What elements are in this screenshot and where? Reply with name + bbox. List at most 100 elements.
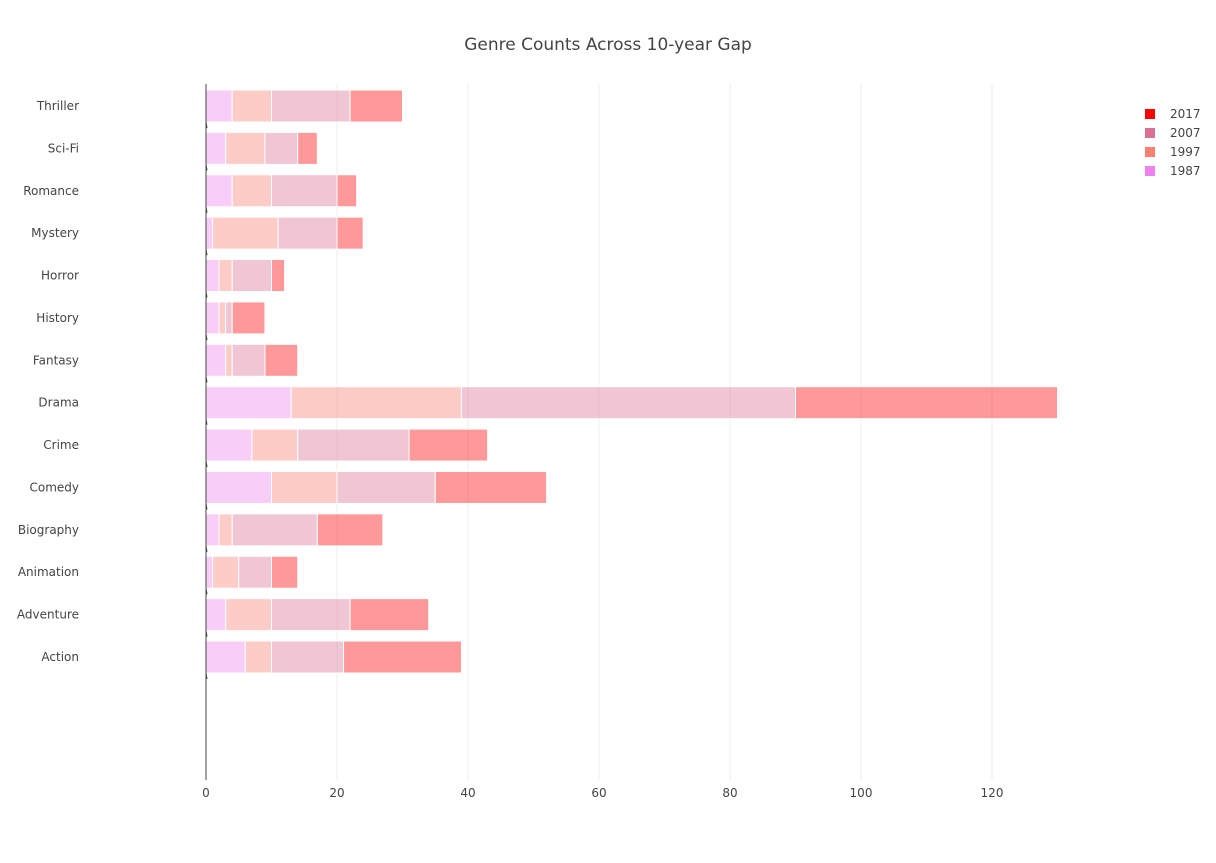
bar-crime-1997 bbox=[251, 428, 299, 462]
legend-swatch-2007[interactable] bbox=[1145, 128, 1155, 138]
category-label: Horror bbox=[41, 269, 79, 283]
category-tick bbox=[205, 249, 208, 256]
category-label: Action bbox=[41, 650, 79, 664]
bar-mystery-1987 bbox=[205, 216, 214, 250]
bar-animation-2017 bbox=[271, 555, 299, 589]
category-tick bbox=[205, 460, 208, 468]
bar-adventure-1997 bbox=[225, 598, 272, 632]
category-tick bbox=[205, 545, 208, 552]
category-tick bbox=[205, 164, 208, 171]
bar-series bbox=[205, 89, 1058, 674]
bar-animation-1997 bbox=[212, 555, 240, 589]
bar-horror-1997 bbox=[218, 259, 233, 293]
category-label: Romance bbox=[23, 184, 79, 198]
category-label: Biography bbox=[18, 523, 79, 537]
bar-horror-2017 bbox=[271, 259, 286, 293]
axes: Action Adventure Animation Biography Comedy C… bbox=[17, 84, 1003, 800]
bar-horror-1987 bbox=[205, 259, 220, 293]
legend-swatch-1997[interactable] bbox=[1145, 147, 1155, 157]
x-tick-label: 100 bbox=[850, 786, 873, 800]
category-tick bbox=[205, 121, 208, 129]
bar-romance-1997 bbox=[231, 174, 272, 208]
bar-history-1997 bbox=[218, 301, 227, 335]
bar-sci-fi-2007 bbox=[264, 131, 299, 165]
category-label: Comedy bbox=[29, 480, 79, 494]
bar-mystery-1997 bbox=[212, 216, 279, 250]
bar-biography-2007 bbox=[231, 513, 318, 547]
bar-thriller-2017 bbox=[349, 89, 404, 123]
bar-crime-2017 bbox=[408, 428, 489, 462]
bar-romance-2007 bbox=[271, 174, 338, 208]
bar-animation-2007 bbox=[238, 555, 272, 589]
category-tick bbox=[205, 672, 208, 680]
x-tick-label: 60 bbox=[591, 786, 606, 800]
legend-label-1987[interactable]: 1987 bbox=[1170, 164, 1201, 178]
bar-fantasy-1997 bbox=[225, 343, 233, 377]
legend[interactable]: 2017 2007 1997 1987 bbox=[1145, 107, 1201, 178]
bar-fantasy-1987 bbox=[205, 343, 227, 377]
bar-adventure-1987 bbox=[205, 598, 227, 632]
bar-history-2007 bbox=[225, 301, 233, 335]
bar-action-2007 bbox=[271, 640, 345, 674]
bar-biography-2017 bbox=[316, 513, 384, 547]
bar-crime-1987 bbox=[205, 428, 253, 462]
bar-comedy-2017 bbox=[434, 470, 548, 504]
category-label: Thriller bbox=[36, 99, 79, 113]
bar-drama-1997 bbox=[290, 386, 462, 420]
bar-biography-1987 bbox=[205, 513, 220, 547]
legend-label-2007[interactable]: 2007 bbox=[1170, 126, 1201, 140]
bar-romance-1987 bbox=[205, 174, 233, 208]
category-label: Fantasy bbox=[33, 353, 79, 367]
bar-romance-2017 bbox=[336, 174, 358, 208]
category-label: History bbox=[36, 311, 79, 325]
bar-mystery-2007 bbox=[277, 216, 338, 250]
bar-fantasy-2007 bbox=[231, 343, 266, 377]
bar-animation-1987 bbox=[205, 555, 214, 589]
category-label: Sci-Fi bbox=[48, 141, 79, 155]
bar-action-2017 bbox=[343, 640, 462, 674]
x-tick-label: 0 bbox=[202, 786, 210, 800]
gridlines bbox=[336, 84, 993, 780]
bar-adventure-2007 bbox=[271, 598, 351, 632]
category-tick bbox=[205, 333, 208, 341]
legend-swatch-1987[interactable] bbox=[1145, 166, 1155, 176]
legend-swatch-2017[interactable] bbox=[1145, 109, 1155, 119]
category-label: Mystery bbox=[31, 226, 79, 240]
category-tick bbox=[205, 376, 208, 383]
chart-title: Genre Counts Across 10-year Gap bbox=[464, 35, 752, 55]
bar-action-1987 bbox=[205, 640, 246, 674]
bar-crime-2007 bbox=[297, 428, 410, 462]
bar-comedy-1987 bbox=[205, 470, 272, 504]
bar-thriller-1997 bbox=[231, 89, 272, 123]
bar-drama-2007 bbox=[460, 386, 796, 420]
bar-biography-1997 bbox=[218, 513, 233, 547]
category-label: Adventure bbox=[17, 608, 79, 622]
x-tick-label: 40 bbox=[460, 786, 475, 800]
bar-drama-2017 bbox=[795, 386, 1058, 420]
bar-sci-fi-1997 bbox=[225, 131, 266, 165]
x-tick-label: 20 bbox=[329, 786, 344, 800]
bar-fantasy-2017 bbox=[264, 343, 299, 377]
legend-label-2017[interactable]: 2017 bbox=[1170, 107, 1201, 121]
x-tick-label: 80 bbox=[722, 786, 737, 800]
bar-comedy-1997 bbox=[271, 470, 338, 504]
category-tick bbox=[205, 630, 208, 637]
bar-adventure-2017 bbox=[349, 598, 430, 632]
bar-history-1987 bbox=[205, 301, 220, 335]
bar-history-2017 bbox=[231, 301, 266, 335]
bar-horror-2007 bbox=[231, 259, 272, 293]
legend-label-1997[interactable]: 1997 bbox=[1170, 145, 1201, 159]
bar-mystery-2017 bbox=[336, 216, 364, 250]
bar-sci-fi-2017 bbox=[297, 131, 318, 165]
bar-comedy-2007 bbox=[336, 470, 436, 504]
category-tick bbox=[205, 503, 208, 510]
category-label: Drama bbox=[38, 396, 79, 410]
category-label: Animation bbox=[18, 565, 79, 579]
category-label: Crime bbox=[43, 438, 79, 452]
category-tick bbox=[205, 588, 208, 595]
bar-sci-fi-1987 bbox=[205, 131, 227, 165]
bar-action-1997 bbox=[244, 640, 273, 674]
bar-thriller-2007 bbox=[271, 89, 351, 123]
category-tick bbox=[205, 206, 208, 213]
